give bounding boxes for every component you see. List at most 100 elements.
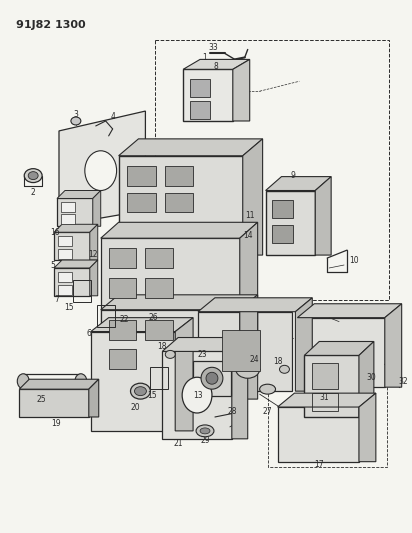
Text: 19: 19: [51, 419, 61, 429]
Text: 27: 27: [263, 407, 272, 416]
Text: 20: 20: [131, 402, 140, 411]
Bar: [145, 248, 173, 268]
Polygon shape: [91, 318, 193, 332]
Polygon shape: [304, 342, 374, 356]
Polygon shape: [385, 304, 402, 387]
Bar: [101, 310, 240, 399]
Polygon shape: [198, 298, 312, 312]
Bar: [266, 190, 315, 255]
Ellipse shape: [165, 350, 175, 358]
Polygon shape: [93, 190, 101, 227]
Bar: [91, 332, 175, 431]
Bar: [109, 320, 136, 340]
Bar: [312, 364, 338, 389]
Text: 18: 18: [157, 342, 167, 351]
Ellipse shape: [24, 168, 42, 183]
Text: 4: 4: [110, 111, 115, 120]
Text: 1: 1: [203, 53, 207, 62]
Polygon shape: [359, 393, 376, 462]
Ellipse shape: [201, 367, 223, 389]
Text: 28: 28: [227, 407, 236, 416]
Ellipse shape: [28, 172, 38, 180]
Text: 10: 10: [349, 255, 359, 264]
Polygon shape: [240, 295, 258, 399]
Bar: [165, 166, 193, 185]
Bar: [126, 166, 156, 185]
Bar: [57, 198, 93, 227]
Polygon shape: [101, 295, 258, 310]
Text: 30: 30: [366, 373, 376, 382]
Bar: [165, 192, 193, 212]
Bar: [97, 305, 115, 327]
Bar: [58, 249, 72, 259]
Bar: [183, 69, 233, 121]
Polygon shape: [90, 224, 98, 260]
Ellipse shape: [196, 425, 214, 437]
Text: 31: 31: [319, 393, 329, 401]
Bar: [101, 238, 240, 333]
Bar: [58, 236, 72, 246]
Bar: [222, 329, 260, 372]
Bar: [126, 192, 156, 212]
Bar: [58, 272, 72, 282]
Polygon shape: [232, 337, 248, 439]
Ellipse shape: [200, 428, 210, 434]
Polygon shape: [54, 260, 98, 268]
Polygon shape: [57, 190, 101, 198]
Polygon shape: [295, 298, 312, 391]
Ellipse shape: [206, 372, 218, 384]
Text: 5: 5: [51, 261, 56, 270]
Text: 11: 11: [245, 211, 255, 220]
Bar: [145, 278, 173, 298]
Bar: [272, 225, 293, 243]
Text: 3: 3: [73, 110, 78, 118]
Bar: [54, 232, 90, 260]
Bar: [198, 312, 293, 391]
Text: 33: 33: [208, 43, 218, 52]
Bar: [58, 285, 72, 295]
Polygon shape: [54, 224, 98, 232]
Ellipse shape: [134, 386, 146, 395]
Polygon shape: [101, 222, 258, 238]
Bar: [312, 393, 338, 411]
Text: 26: 26: [149, 313, 158, 322]
Polygon shape: [240, 222, 258, 333]
Text: 16: 16: [50, 228, 60, 237]
Ellipse shape: [236, 360, 260, 378]
Bar: [304, 356, 359, 417]
Text: 24: 24: [250, 355, 260, 364]
Text: 25: 25: [36, 394, 46, 403]
Ellipse shape: [71, 117, 81, 125]
Ellipse shape: [85, 151, 117, 190]
Text: 22: 22: [120, 315, 129, 324]
Polygon shape: [266, 176, 331, 190]
Text: 32: 32: [399, 377, 408, 386]
Ellipse shape: [182, 377, 212, 413]
Text: 15: 15: [64, 303, 74, 312]
Bar: [19, 389, 89, 417]
Polygon shape: [162, 337, 248, 351]
Polygon shape: [89, 379, 99, 417]
Bar: [190, 79, 210, 97]
Bar: [297, 318, 385, 387]
Bar: [150, 367, 168, 389]
Polygon shape: [233, 59, 250, 121]
Ellipse shape: [279, 365, 290, 373]
Text: 18: 18: [273, 357, 282, 366]
Bar: [119, 156, 243, 255]
Bar: [272, 200, 293, 219]
Polygon shape: [175, 318, 193, 431]
Ellipse shape: [75, 374, 87, 389]
Bar: [278, 407, 359, 462]
Text: 14: 14: [243, 231, 253, 240]
Bar: [109, 278, 136, 298]
Ellipse shape: [17, 374, 29, 389]
Bar: [61, 214, 75, 224]
Polygon shape: [359, 342, 374, 417]
Text: 21: 21: [173, 439, 183, 448]
Bar: [61, 203, 75, 212]
Polygon shape: [19, 379, 99, 389]
Bar: [109, 248, 136, 268]
Text: 9: 9: [291, 171, 296, 180]
Text: 91J82 1300: 91J82 1300: [16, 20, 86, 30]
